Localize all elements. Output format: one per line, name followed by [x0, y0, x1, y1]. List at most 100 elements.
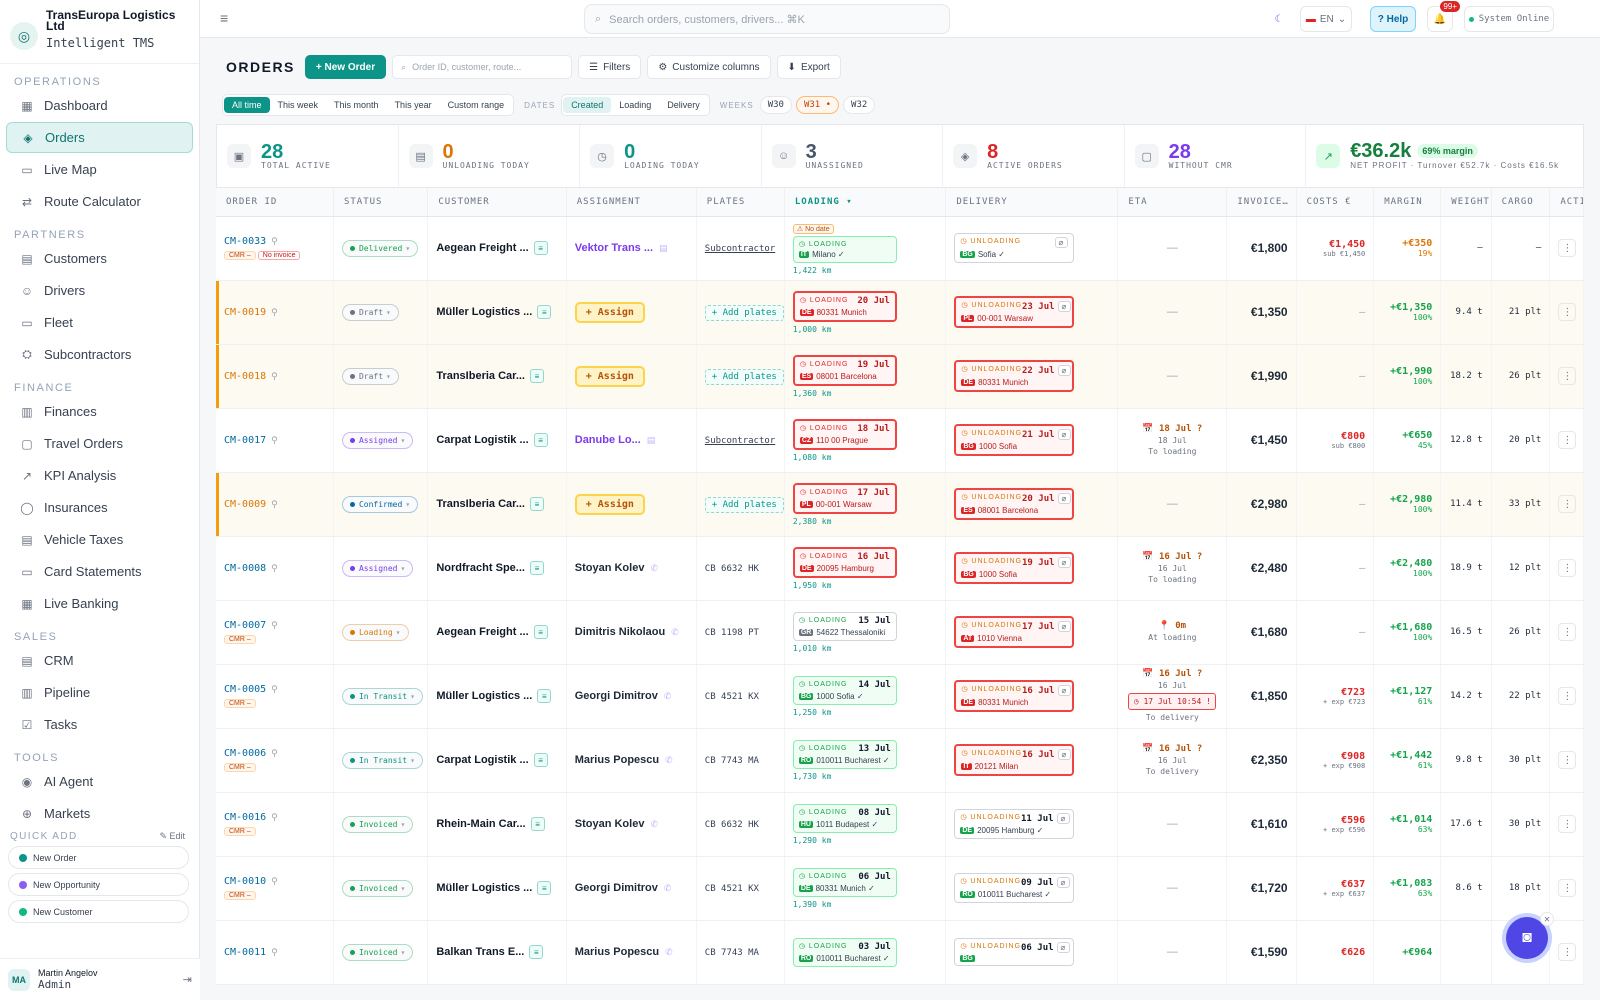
phone-icon[interactable]: ✆	[665, 754, 673, 765]
order-id-link[interactable]: CM-0006	[224, 748, 267, 759]
document-icon[interactable]: ≡	[537, 689, 552, 703]
sidebar-item-orders[interactable]: ◈ Orders	[6, 122, 193, 153]
link-icon[interactable]: ⚲	[271, 684, 278, 694]
week-option[interactable]: W30	[759, 96, 792, 114]
column-header[interactable]: INVOICE…	[1226, 188, 1297, 217]
link-icon[interactable]: ⚲	[271, 812, 278, 822]
delivery-stop[interactable]: ◷ UNLOADING 06 Jul ⌀ BG	[954, 938, 1075, 966]
status-badge[interactable]: Assigned ▾	[341, 431, 414, 449]
sidebar-item-subcontractors[interactable]: ⛭ Subcontractors	[6, 339, 193, 370]
status-badge[interactable]: Invoiced ▾	[341, 943, 414, 961]
range-option[interactable]: All time	[224, 97, 270, 113]
loading-stop[interactable]: ◷ LOADING 18 Jul CZ 110 00 Prague	[792, 418, 897, 450]
customer-name[interactable]: Müller Logistics ...	[436, 882, 533, 894]
row-actions-icon[interactable]: ⋮	[1558, 815, 1577, 833]
customer-name[interactable]: Carpat Logistik ...	[436, 434, 529, 446]
row-actions-icon[interactable]: ⋮	[1558, 559, 1577, 577]
document-icon[interactable]: ≡	[533, 625, 548, 639]
sidebar-item-card-statements[interactable]: ▭ Card Statements	[6, 556, 193, 587]
global-search-input[interactable]: ⌕ Search orders, customers, drivers... ⌘…	[584, 4, 950, 34]
link-icon[interactable]: ⚲	[271, 876, 278, 886]
assignee-name[interactable]: Danube Lo...	[574, 434, 641, 446]
column-header[interactable]: COSTS €	[1296, 188, 1375, 217]
document-icon[interactable]: ≡	[533, 433, 548, 447]
sidebar-item-crm[interactable]: ▤ CRM	[6, 645, 193, 676]
order-search-input[interactable]: ⌕ Order ID, customer, route...	[392, 55, 573, 79]
table-row[interactable]: CM-0010 ⚲ CMR – Invoiced ▾ Müller Logistics .…	[216, 856, 1584, 921]
attachment-icon[interactable]: ⌀	[1057, 301, 1072, 312]
sidebar-item-drivers[interactable]: ☺ Drivers	[6, 275, 193, 306]
add-plates-button[interactable]: + Add plates	[704, 497, 784, 513]
order-id-link[interactable]: CM-0019	[224, 306, 267, 318]
order-id-link[interactable]: CM-0005	[224, 684, 267, 695]
customer-name[interactable]: TransIberia Car...	[436, 498, 525, 510]
status-badge[interactable]: Delivered ▾	[341, 239, 419, 257]
customer-name[interactable]: Müller Logistics ...	[436, 306, 533, 318]
column-header[interactable]: MARGIN	[1373, 188, 1442, 217]
loading-stop[interactable]: ◷ LOADING 19 Jul ES 08001 Barcelona	[792, 354, 897, 386]
column-header[interactable]: PLATES	[696, 188, 785, 217]
stat-card[interactable]: ▣ 28 TOTAL ACTIVE	[217, 125, 399, 187]
sidebar-item-fleet[interactable]: ▭ Fleet	[6, 307, 193, 338]
link-icon[interactable]: ⚲	[271, 562, 278, 573]
column-header[interactable]: CARGO	[1491, 188, 1551, 217]
status-badge[interactable]: Draft ▾	[341, 303, 399, 321]
logout-icon[interactable]: ⇥	[182, 974, 192, 986]
sidebar-item-route-calculator[interactable]: ⇄ Route Calculator	[6, 186, 193, 217]
document-icon[interactable]: ≡	[533, 241, 548, 255]
assignee-name[interactable]: Stoyan Kolev	[574, 818, 645, 830]
brand-logo-icon[interactable]: ◎	[10, 22, 38, 50]
table-row[interactable]: CM-0011 ⚲ Invoiced ▾ Balkan Trans E... ≡ Mariu…	[216, 920, 1584, 985]
subcontractor-icon[interactable]: ▤	[659, 242, 668, 253]
customer-name[interactable]: TransIberia Car...	[436, 370, 525, 382]
attachment-icon[interactable]: ⌀	[1056, 813, 1071, 824]
stat-card[interactable]: ◷ 0 LOADING TODAY	[580, 125, 762, 187]
document-icon[interactable]: ≡	[530, 817, 545, 831]
attachment-icon[interactable]: ⌀	[1057, 749, 1072, 760]
new-order-button[interactable]: + New Order	[304, 55, 387, 79]
add-plates-button[interactable]: + Add plates	[704, 369, 784, 385]
customer-name[interactable]: Nordfracht Spe...	[436, 562, 525, 574]
column-header[interactable]: ETA	[1117, 188, 1228, 217]
column-header[interactable]: DELIVERY	[945, 188, 1119, 217]
assignee-name[interactable]: Georgi Dimitrov	[574, 690, 658, 702]
link-icon[interactable]: ⚲	[271, 236, 278, 246]
status-badge[interactable]: Invoiced ▾	[341, 815, 414, 833]
sidebar-item-dashboard[interactable]: ▦ Dashboard	[6, 90, 193, 121]
delivery-stop[interactable]: ◷ UNLOADING 23 Jul ⌀ PL 00-001 Warsaw	[954, 296, 1075, 328]
delivery-stop[interactable]: ◷ UNLOADING 16 Jul ⌀ DE 80331 Munich	[954, 680, 1075, 712]
status-badge[interactable]: In Transit ▾	[341, 687, 423, 705]
export-button[interactable]: ⬇ Export	[776, 55, 841, 79]
delivery-stop[interactable]: ◷ UNLOADING 20 Jul ⌀ ES 08001 Barcelona	[954, 488, 1075, 520]
phone-icon[interactable]: ✆	[650, 818, 658, 829]
attachment-icon[interactable]: ⌀	[1057, 685, 1072, 696]
link-icon[interactable]: ⚲	[271, 434, 278, 445]
range-option[interactable]: This week	[277, 100, 319, 110]
sidebar-item-customers[interactable]: ▤ Customers	[6, 243, 193, 274]
net-profit-card[interactable]: ↗ €36.2k 69% margin NET PROFIT · Turnover €…	[1306, 125, 1583, 187]
order-id-link[interactable]: CM-0010	[224, 876, 267, 887]
customer-name[interactable]: Aegean Freight ...	[436, 242, 529, 254]
language-select[interactable]: ▬ EN ⌄	[1300, 6, 1352, 32]
status-badge[interactable]: Invoiced ▾	[341, 879, 414, 897]
order-id-link[interactable]: CM-0017	[224, 434, 267, 446]
link-icon[interactable]: ⚲	[271, 306, 278, 317]
sidebar-item-ai-agent[interactable]: ◉ AI Agent	[6, 766, 193, 797]
customer-name[interactable]: Rhein-Main Car...	[436, 818, 526, 830]
week-option[interactable]: W31 •	[795, 96, 840, 114]
phone-icon[interactable]: ✆	[671, 626, 679, 637]
sidebar-item-pipeline[interactable]: ▥ Pipeline	[6, 677, 193, 708]
row-actions-icon[interactable]: ⋮	[1558, 367, 1577, 385]
stat-card[interactable]: ☺ 3 UNASSIGNED	[762, 125, 944, 187]
notifications-button[interactable]: 🔔 99+	[1427, 1, 1460, 32]
document-icon[interactable]: ≡	[529, 561, 544, 575]
assignee-name[interactable]: Marius Popescu	[574, 946, 660, 958]
status-badge[interactable]: Confirmed ▾	[341, 495, 419, 513]
delivery-stop[interactable]: ◷ UNLOADING 11 Jul ⌀ DE 20095 Hamburg ✓	[954, 809, 1075, 839]
table-row[interactable]: CM-0009 ⚲ Confirmed ▾ TransIberia Car... ≡ + A…	[216, 472, 1584, 537]
row-actions-icon[interactable]: ⋮	[1558, 623, 1577, 641]
assignee-name[interactable]: Georgi Dimitrov	[574, 882, 658, 894]
table-row[interactable]: CM-0018 ⚲ Draft ▾ TransIberia Car... ≡ + Assig…	[216, 344, 1584, 409]
row-actions-icon[interactable]: ⋮	[1558, 751, 1577, 769]
status-badge[interactable]: Draft ▾	[341, 367, 399, 385]
